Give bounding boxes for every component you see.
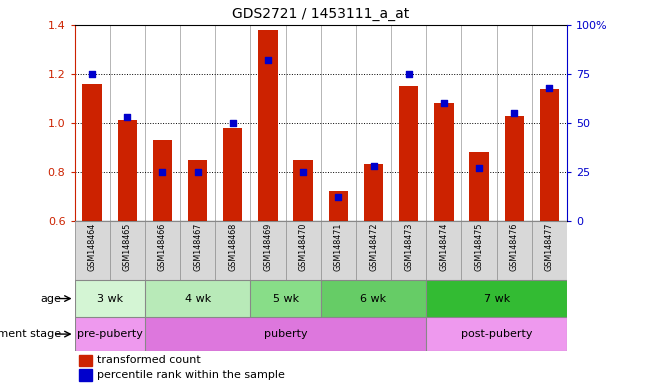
Bar — [399, 86, 419, 221]
Bar — [118, 121, 137, 221]
Point — [122, 114, 132, 120]
Bar — [145, 221, 180, 280]
Bar — [82, 84, 102, 221]
Bar — [145, 280, 250, 317]
Text: 6 wk: 6 wk — [360, 293, 387, 304]
Text: GSM148476: GSM148476 — [510, 223, 519, 271]
Bar — [540, 89, 559, 221]
Bar — [145, 317, 426, 351]
Bar — [215, 221, 250, 280]
Bar — [532, 221, 567, 280]
Bar — [188, 160, 207, 221]
Point — [192, 169, 203, 175]
Point — [474, 165, 484, 171]
Text: GSM148469: GSM148469 — [264, 223, 273, 271]
Text: development stage: development stage — [0, 329, 62, 339]
Bar — [259, 30, 277, 221]
Bar — [496, 221, 532, 280]
Text: GSM148467: GSM148467 — [193, 223, 202, 271]
Bar — [426, 280, 567, 317]
Text: GSM148466: GSM148466 — [158, 223, 167, 271]
Bar — [75, 221, 110, 280]
Text: GSM148474: GSM148474 — [439, 223, 448, 271]
Point — [333, 194, 343, 200]
Bar — [153, 140, 172, 221]
Text: puberty: puberty — [264, 329, 307, 339]
Point — [509, 110, 520, 116]
Text: GSM148465: GSM148465 — [122, 223, 132, 271]
Text: GSM148468: GSM148468 — [228, 223, 237, 271]
Bar — [321, 221, 356, 280]
Point — [544, 84, 555, 91]
Bar — [426, 221, 461, 280]
Text: pre-puberty: pre-puberty — [76, 329, 143, 339]
Bar — [426, 317, 567, 351]
Bar — [469, 152, 489, 221]
Bar — [294, 160, 313, 221]
Bar — [321, 280, 426, 317]
Bar — [75, 280, 145, 317]
Text: GSM148471: GSM148471 — [334, 223, 343, 271]
Text: transformed count: transformed count — [97, 356, 200, 366]
Point — [439, 100, 449, 106]
Text: GSM148472: GSM148472 — [369, 223, 378, 271]
Bar — [461, 221, 496, 280]
Point — [157, 169, 168, 175]
Text: GSM148464: GSM148464 — [87, 223, 97, 271]
Text: 7 wk: 7 wk — [483, 293, 510, 304]
Title: GDS2721 / 1453111_a_at: GDS2721 / 1453111_a_at — [232, 7, 410, 21]
Text: post-puberty: post-puberty — [461, 329, 533, 339]
Point — [87, 71, 97, 77]
Bar — [80, 355, 92, 366]
Bar — [180, 221, 215, 280]
Bar — [329, 192, 348, 221]
Bar — [223, 128, 242, 221]
Text: GSM148477: GSM148477 — [545, 223, 554, 271]
Text: 3 wk: 3 wk — [97, 293, 122, 304]
Bar — [505, 116, 524, 221]
Bar — [250, 280, 321, 317]
Bar — [250, 221, 286, 280]
Point — [404, 71, 414, 77]
Text: age: age — [41, 293, 62, 304]
Point — [368, 163, 378, 169]
Bar — [364, 164, 383, 221]
Text: 4 wk: 4 wk — [185, 293, 211, 304]
Point — [298, 169, 308, 175]
Text: GSM148473: GSM148473 — [404, 223, 413, 271]
Bar — [80, 369, 92, 381]
Bar — [356, 221, 391, 280]
Bar — [286, 221, 321, 280]
Text: GSM148470: GSM148470 — [299, 223, 308, 271]
Bar — [110, 221, 145, 280]
Point — [263, 57, 273, 63]
Bar — [434, 103, 454, 221]
Point — [227, 120, 238, 126]
Bar — [391, 221, 426, 280]
Text: 5 wk: 5 wk — [273, 293, 299, 304]
Text: GSM148475: GSM148475 — [474, 223, 483, 271]
Bar — [75, 317, 145, 351]
Text: percentile rank within the sample: percentile rank within the sample — [97, 370, 284, 380]
